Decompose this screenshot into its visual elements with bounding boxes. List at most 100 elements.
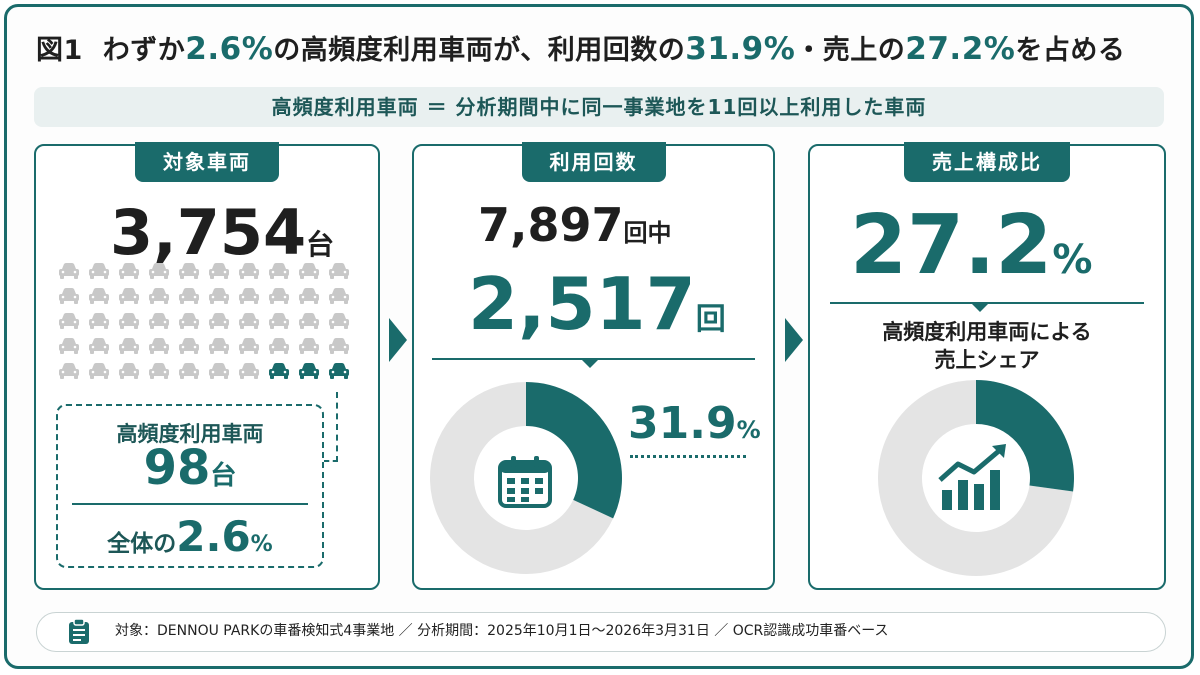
divider-notch [972,304,988,312]
car-icon [89,288,109,304]
car-icon [149,288,169,304]
footer-note: 対象：DENNOU PARKの車番検知式4事業地 ／ 分析期間：2025年10月… [36,612,1166,652]
total-usage-number: 7,897 [478,198,624,252]
car-icon [239,263,259,279]
donut-slice-other [878,380,1074,576]
car-icon [209,313,229,329]
hf-usage-unit: 回 [695,302,726,337]
page-title: 図1 わずか2.6%の高頻度利用車両が、利用回数の31.9%・売上の27.2%を占… [36,28,1125,72]
car-icon-highlight [269,363,289,379]
car-icon [119,288,139,304]
panel-header: 利用回数 [521,142,666,182]
definition-bar: 高頻度利用車両 ＝ 分析期間中に同一事業地を11回以上利用した車両 [34,87,1164,127]
car-icon [179,313,199,329]
car-icon [239,288,259,304]
share-value: 2.6 [176,512,251,561]
car-icon-highlight [299,363,319,379]
hf-usage-number: 2,517 [468,262,696,346]
car-icon [329,263,349,279]
usage-share-unit: % [736,416,761,444]
hf-label: 高頻度利用車両 [116,422,264,446]
car-icon [209,363,229,379]
dotted-leader [630,455,746,458]
donut-slice-other [430,382,614,574]
car-icon [239,338,259,354]
sales-caption-line: 売上シェア [934,348,1040,372]
title-part: を占める [1015,35,1126,66]
high-frequency-box [56,404,324,568]
car-icon [239,313,259,329]
title-number-sales-share: 27.2% [905,31,1016,67]
car-icon [59,338,79,354]
usage-donut-chart [430,382,622,574]
total-usage: 7,897回中 [478,198,672,252]
car-icon [179,338,199,354]
hf-value-number: 98 [143,440,211,496]
car-icon [89,363,109,379]
hf-value-unit: 台 [210,461,237,491]
total-vehicles-value: 3,754台 [110,196,334,269]
share-unit: % [250,532,273,557]
car-icon [149,263,169,279]
car-icon [119,338,139,354]
share-prefix: 全体の [107,531,177,557]
panel-header: 売上構成比 [904,142,1070,182]
car-icon [209,288,229,304]
hf-value: 98台 [56,440,324,496]
car-icon [89,313,109,329]
sales-divider [830,302,1144,304]
total-vehicles-unit: 台 [306,228,335,261]
sales-share-unit: % [1052,237,1093,283]
sales-share: 27.2% [850,198,1092,293]
car-icon [299,263,319,279]
car-icon [209,263,229,279]
title-number-vehicle-share: 2.6% [185,31,274,67]
total-usage-unit: 回中 [623,219,672,247]
title-number-usage-share: 31.9% [685,31,796,67]
usage-share-number: 31.9 [628,398,737,449]
car-icon [179,288,199,304]
car-icon [329,288,349,304]
sales-share-number: 27.2 [850,198,1053,293]
total-vehicles-number: 3,754 [110,196,307,269]
arrow-right-icon [389,318,407,362]
car-icon [59,263,79,279]
title-part: の高頻度利用車両が、利用回数の [273,35,686,66]
car-icon [329,313,349,329]
car-icon [269,288,289,304]
panel-sales-share: 売上構成比 [808,142,1166,590]
car-icon [149,363,169,379]
calendar-icon [498,456,552,508]
vehicle-icon-grid [58,262,358,386]
title-part: わずか [102,35,186,66]
share-of-total: 全体の2.6% [56,512,324,561]
car-icon [89,338,109,354]
panel-header: 対象車両 [135,142,279,182]
footer-text: 対象：DENNOU PARKの車番検知式4事業地 ／ 分析期間：2025年10月… [115,623,889,639]
figure-number: 図1 [36,35,83,66]
car-icon [209,338,229,354]
car-icon [89,263,109,279]
car-icon [299,313,319,329]
growth-chart-icon [938,444,1006,510]
connector-line [324,392,338,462]
title-part: ・売上の [795,35,906,66]
car-icon [119,313,139,329]
car-icon-highlight [329,363,349,379]
car-icon [329,338,349,354]
hf-usage: 2,517回 [468,262,726,346]
usage-divider [432,358,755,360]
sales-caption: 高頻度利用車両による 売上シェア [808,318,1166,374]
panel-target-vehicles: 対象車両 [34,142,380,590]
car-icon [269,338,289,354]
sales-caption-line: 高頻度利用車両による [882,320,1092,344]
car-icon [59,363,79,379]
hf-divider [72,503,308,505]
car-icon [59,313,79,329]
car-icon [269,263,289,279]
donut-slice-high-frequency [976,380,1074,492]
car-icon [119,263,139,279]
car-icon [299,338,319,354]
clipboard-icon [69,618,89,644]
car-icon [149,338,169,354]
